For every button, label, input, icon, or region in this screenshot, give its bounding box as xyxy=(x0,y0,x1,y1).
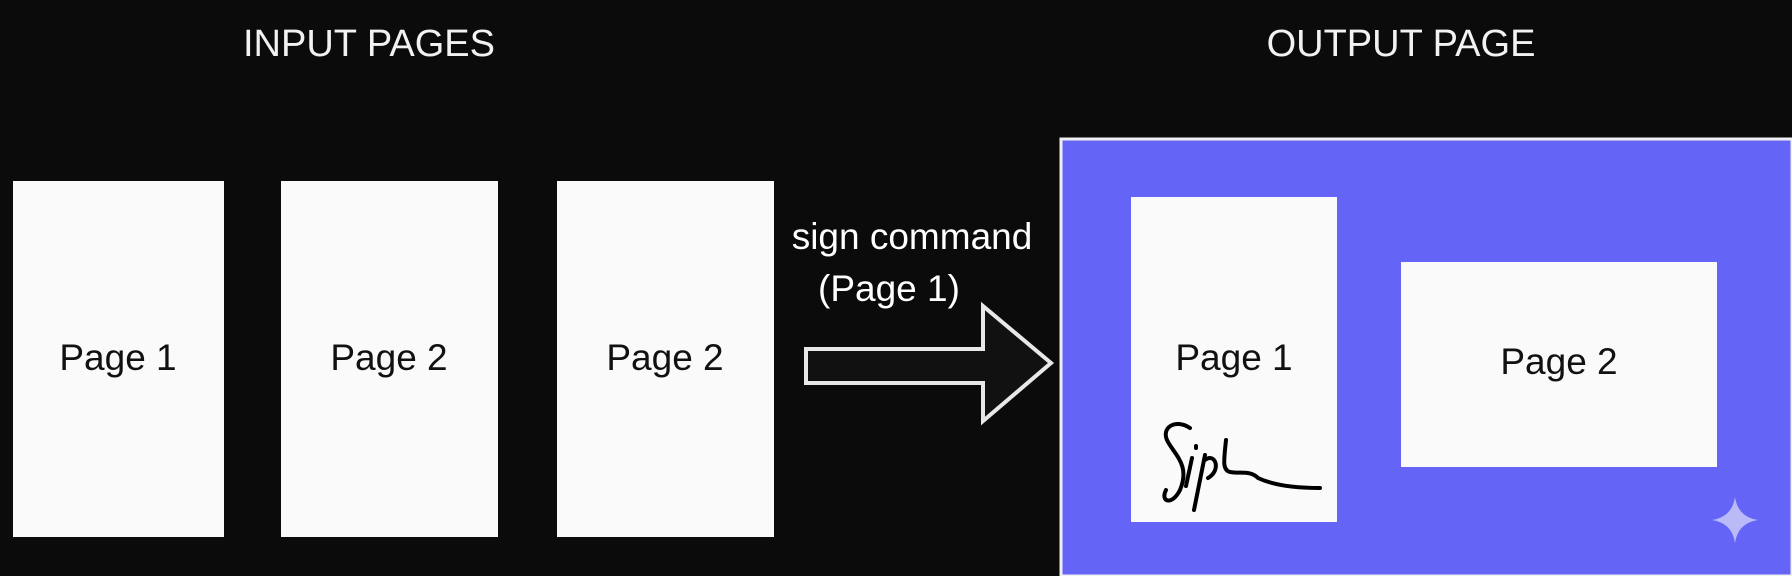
output-page-label: Page 1 xyxy=(1175,337,1292,378)
input-title: INPUT PAGES xyxy=(243,23,495,65)
input-page xyxy=(557,181,774,537)
input-page-label: Page 1 xyxy=(59,337,176,378)
output-page xyxy=(1131,197,1337,522)
arrow xyxy=(804,301,1055,426)
command-label: (Page 1) xyxy=(818,268,960,309)
command-label: sign command xyxy=(792,216,1033,257)
signature xyxy=(1162,422,1322,512)
input-page xyxy=(281,181,498,537)
output-page xyxy=(1401,262,1717,467)
input-page-label: Page 2 xyxy=(330,337,447,378)
sparkle-icon xyxy=(1712,497,1758,543)
input-page xyxy=(13,181,224,537)
input-page-label: Page 2 xyxy=(606,337,723,378)
output-title: OUTPUT PAGE xyxy=(1267,23,1536,65)
output-page-label: Page 2 xyxy=(1500,341,1617,382)
